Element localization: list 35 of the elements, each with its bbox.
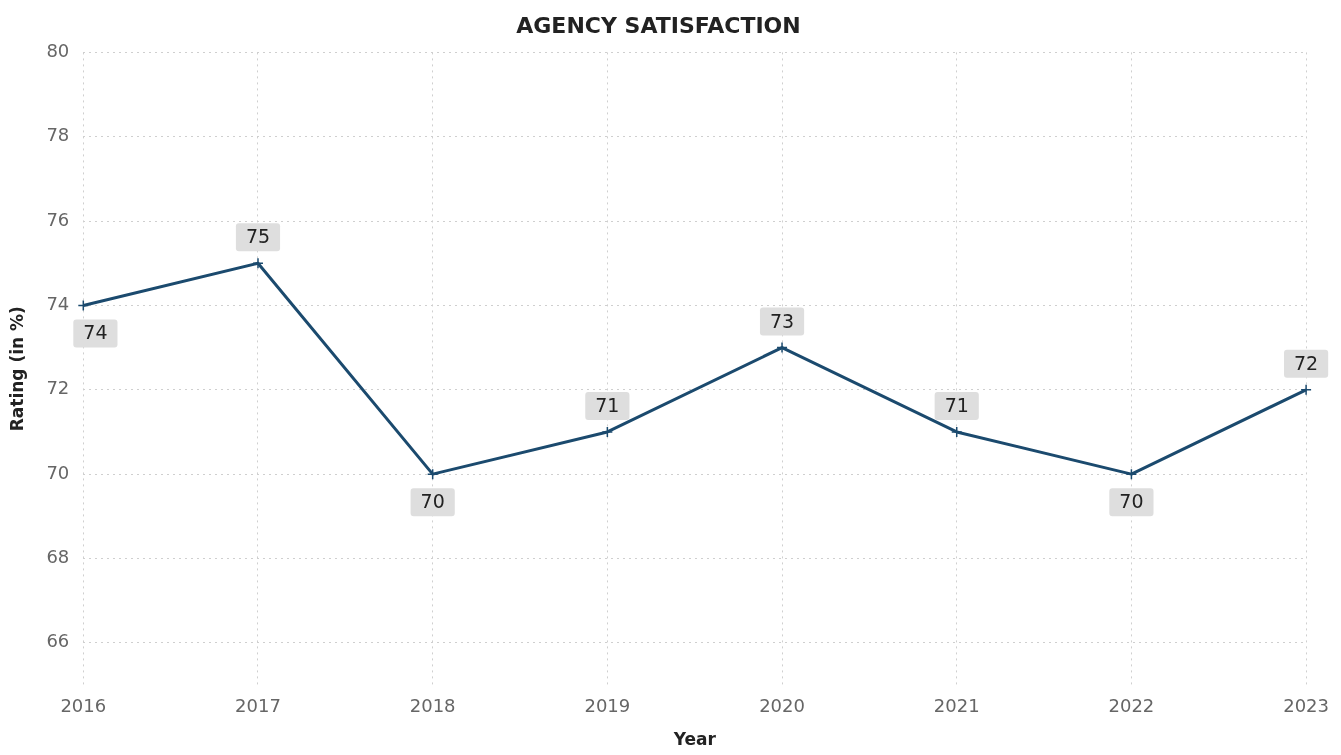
data-label: 70 [420,490,445,513]
point [252,257,264,270]
data-label: 75 [245,225,271,248]
x-tick-label: 2019 [584,695,631,717]
x-tick-label: 2023 [1283,695,1329,717]
x-tick-label: 2017 [235,695,281,717]
y-tick-label: 78 [46,124,70,146]
data-label: 70 [1119,490,1144,513]
point [601,426,614,438]
data-label: 72 [1294,351,1319,374]
x-axis-title: Year [672,729,717,750]
point [950,426,963,438]
point [1300,384,1312,396]
x-tick-label: 2022 [1108,695,1155,717]
data-label: 71 [944,393,969,416]
y-tick-label: 72 [46,377,70,399]
x-tick-label: 2018 [409,695,456,717]
x-tick-label: 2020 [759,695,805,717]
point [776,341,788,354]
x-tick-label: 2021 [933,695,980,717]
point [426,468,439,480]
point [77,299,90,312]
y-tick-label: 74 [46,293,70,315]
data-label: 74 [83,321,108,344]
y-tick-label: 70 [46,461,70,483]
data-label: 71 [595,393,620,416]
y-tick-label: 80 [46,40,70,62]
x-tick-label: 2016 [60,695,107,717]
y-tick-label: 68 [46,546,70,568]
chart-title: AGENCY SATISFACTION [516,12,801,38]
data-label: 73 [769,309,795,332]
point [1125,468,1138,480]
y-tick-label: 66 [46,630,70,652]
y-axis-title: Rating (in %) [6,306,27,432]
y-tick-label: 76 [46,208,70,230]
